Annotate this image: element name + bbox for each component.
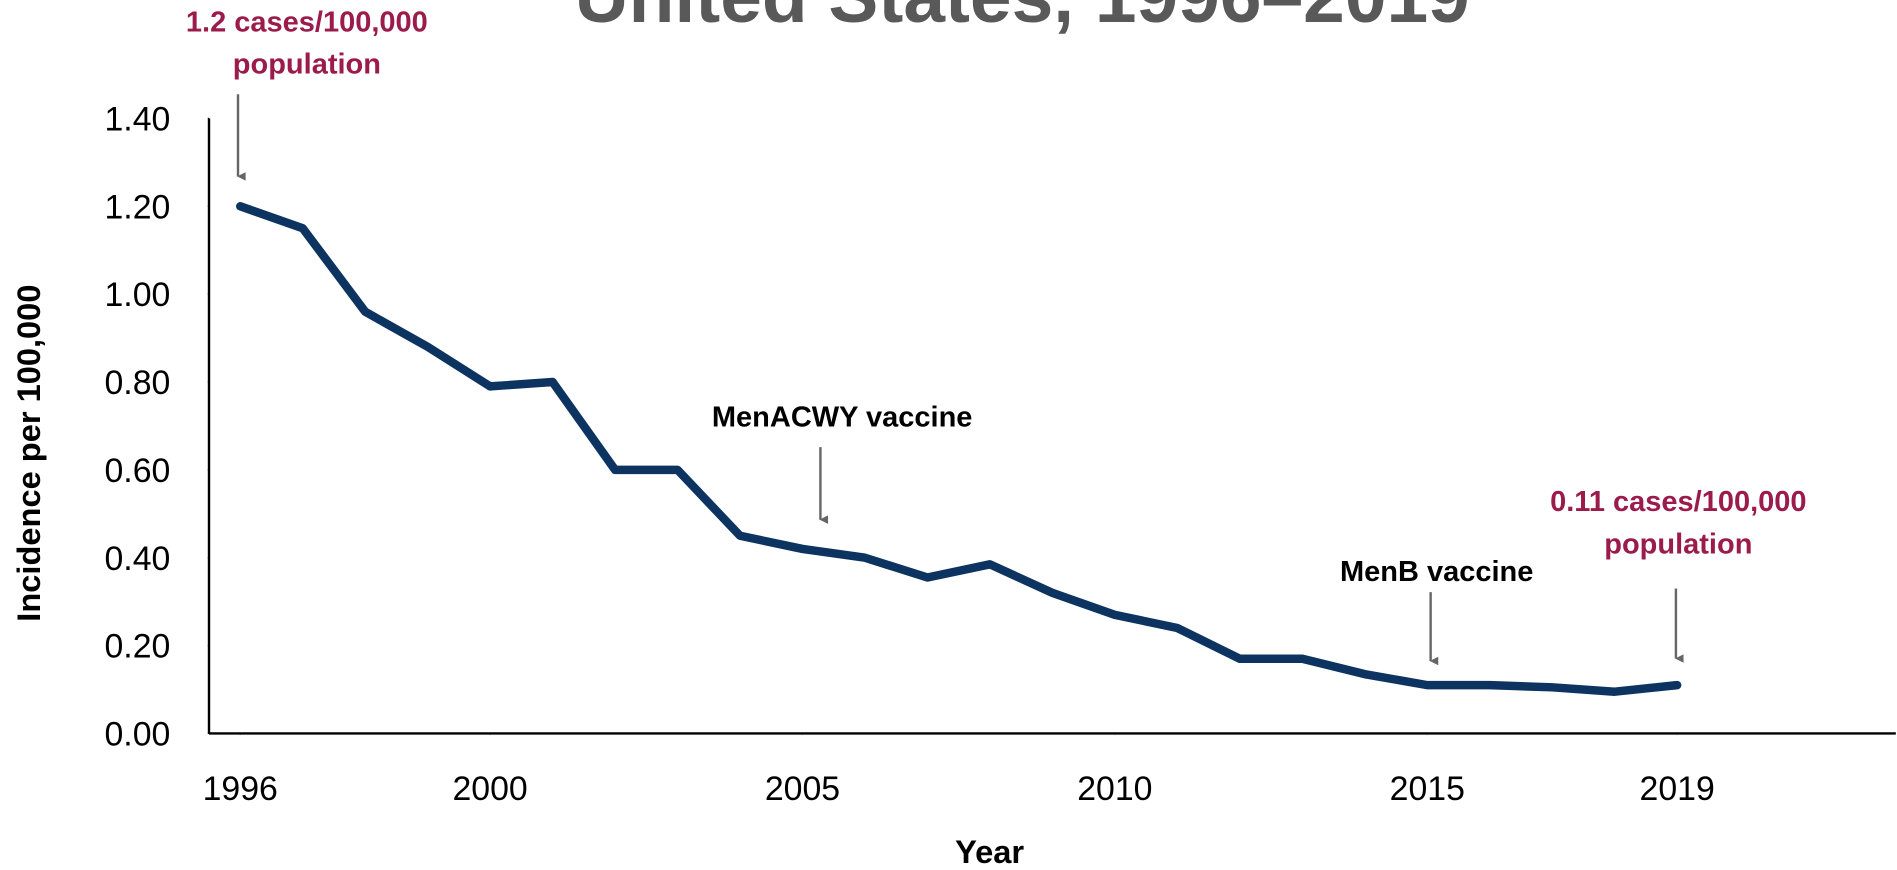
y-tick-label: 0.80 bbox=[104, 364, 170, 402]
y-axis-label: Incidence per 100,000 bbox=[10, 285, 47, 622]
chart-title: United States, 1996–2019 bbox=[575, 0, 1470, 38]
y-tick-label: 1.00 bbox=[104, 276, 170, 314]
annotation-text: MenB vaccine bbox=[1340, 556, 1533, 588]
x-tick-label: 2010 bbox=[1077, 770, 1152, 808]
y-tick-label: 1.40 bbox=[104, 100, 170, 138]
x-axis-label: Year bbox=[955, 833, 1024, 870]
x-tick-label: 2000 bbox=[453, 770, 528, 808]
x-tick-label: 1996 bbox=[203, 770, 278, 808]
y-tick-label: 0.00 bbox=[104, 716, 170, 754]
y-tick-label: 1.20 bbox=[104, 188, 170, 226]
x-tick-label: 2005 bbox=[765, 770, 840, 808]
x-tick-label: 2019 bbox=[1640, 770, 1715, 808]
annotation-text: population bbox=[1604, 528, 1752, 560]
annotation-text: 1.2 cases/100,000 bbox=[186, 6, 428, 38]
y-tick-label: 0.40 bbox=[104, 540, 170, 578]
x-tick-label: 2015 bbox=[1390, 770, 1465, 808]
y-tick-label: 0.60 bbox=[104, 452, 170, 490]
y-tick-label: 0.20 bbox=[104, 628, 170, 666]
annotation-text: 0.11 cases/100,000 bbox=[1550, 486, 1806, 518]
annotation-text: MenACWY vaccine bbox=[712, 402, 973, 434]
data-line bbox=[236, 202, 1682, 696]
annotation-text: population bbox=[233, 49, 381, 81]
